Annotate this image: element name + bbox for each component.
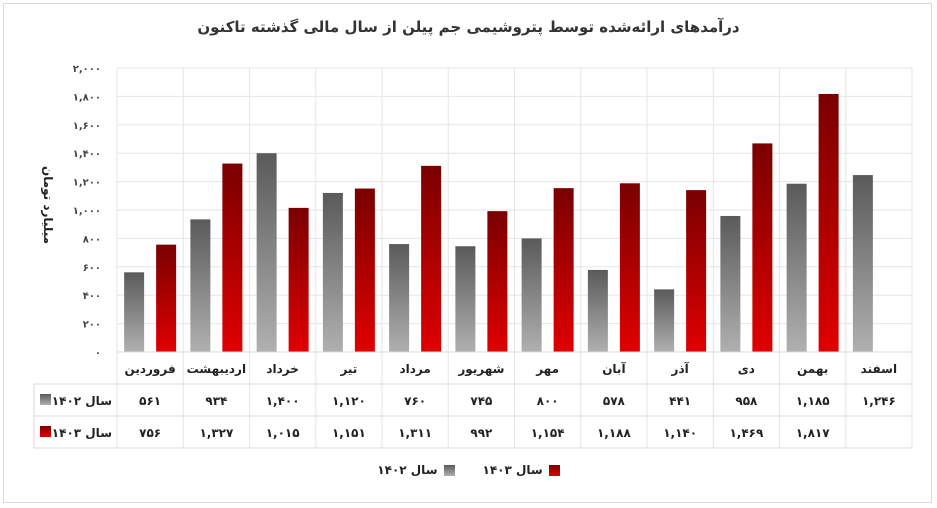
- y-tick-label: ۴۰۰: [83, 291, 101, 302]
- bar-1402: [389, 244, 410, 352]
- x-tick-label: مهر: [535, 362, 559, 376]
- legend-item-1403: سال ۱۴۰۳: [483, 463, 560, 477]
- data-label-1402: ۴۴۱: [669, 394, 691, 408]
- data-label-1403: ۱,۱۵۴: [531, 426, 565, 440]
- x-tick-label: شهریور: [457, 362, 504, 377]
- data-label-1403: ۱,۱۸۸: [597, 426, 632, 440]
- data-label-1403: ۱,۰۱۵: [266, 426, 300, 440]
- y-tick-label: ۱,۰۰۰: [73, 206, 101, 217]
- x-tick-label: بهمن: [797, 362, 828, 376]
- data-label-1403: ۷۵۶: [139, 426, 161, 440]
- data-table: فروردین ۵۶۱ ۷۵۶ اردیبهشت ۹۳۴ ۱,۳۲۷ خرداد ۱,۴۰۰ ۱…: [33, 351, 912, 449]
- x-tick-label: آذر: [671, 361, 690, 376]
- bar-1403: [222, 163, 243, 352]
- x-tick-label: دی: [738, 362, 755, 376]
- data-label-1403: ۹۹۲: [470, 426, 493, 440]
- y-tick-label: ۲,۰۰۰: [73, 64, 101, 75]
- data-label-1402: ۱,۴۰۰: [266, 394, 300, 408]
- data-label-1402: ۸۰۰: [537, 394, 559, 408]
- bar-1402: [322, 192, 343, 352]
- data-label-1402: ۷۴۵: [470, 394, 492, 408]
- data-label-1402: ۵۷۸: [603, 394, 626, 408]
- bar-1402: [190, 219, 211, 352]
- bars: [124, 93, 873, 353]
- x-tick-label: تیر: [339, 362, 357, 376]
- legend-swatch-1402: [443, 464, 455, 476]
- x-tick-label: اسفند: [861, 362, 897, 376]
- y-tick-label: ۶۰۰: [83, 263, 101, 274]
- data-label-1402: ۵۶۱: [139, 394, 161, 408]
- data-label-1402: ۹۵۸: [735, 394, 758, 408]
- y-axis-label: میلیارد تومان: [40, 166, 55, 244]
- y-tick-label: ۰: [95, 348, 101, 359]
- legend-label-1403: سال ۱۴۰۳: [482, 463, 543, 477]
- x-tick-label: مرداد: [399, 362, 430, 376]
- data-label-1403: ۱,۸۱۷: [796, 426, 831, 440]
- data-label-1402: ۱,۱۸۵: [796, 394, 830, 408]
- bar-1403: [421, 165, 442, 352]
- y-tick-label: ۱,۸۰۰: [73, 92, 101, 103]
- y-axis: ۰ ۲۰۰ ۴۰۰ ۶۰۰ ۸۰۰ ۱,۰۰۰ ۱,۲۰۰ ۱,۴۰۰ ۱,۶۰۰ ۱,۸۰۰ ۲,…: [73, 64, 101, 359]
- bar-1402: [521, 238, 542, 352]
- table-series-label-1403: سال ۱۴۰۳: [52, 426, 112, 440]
- legend: سال ۱۴۰۳ سال ۱۴۰۲: [0, 463, 937, 477]
- legend-label-1402: سال ۱۴۰۲: [377, 463, 438, 477]
- x-tick-label: آبان: [602, 361, 626, 376]
- bar-1402: [256, 153, 277, 352]
- x-tick-label: اردیبهشت: [187, 362, 246, 376]
- y-tick-label: ۱,۶۰۰: [73, 121, 101, 132]
- table-swatch-1403: [40, 426, 51, 437]
- bar-1402: [852, 175, 873, 352]
- y-tick-label: ۱,۴۰۰: [73, 149, 101, 160]
- data-label-1402: ۹۳۴: [205, 394, 227, 408]
- bar-1403: [752, 143, 773, 352]
- bar-1403: [156, 244, 177, 352]
- bar-1403: [553, 188, 574, 352]
- data-label-1403: ۱,۴۶۹: [729, 426, 764, 440]
- y-tick-label: ۸۰۰: [83, 234, 101, 245]
- bar-1402: [720, 215, 741, 352]
- grid-lines: [116, 67, 913, 448]
- bar-1403: [619, 183, 640, 352]
- chart-title: درآمدهای ارائه‌شده توسط پتروشیمی جم پیلن…: [197, 18, 740, 36]
- bar-1403: [487, 211, 508, 352]
- data-label-1402: ۱,۱۲۰: [332, 394, 366, 408]
- y-tick-label: ۱,۲۰۰: [73, 178, 101, 189]
- y-tick-label: ۲۰۰: [83, 320, 101, 331]
- data-label-1403: ۱,۳۱۱: [398, 426, 432, 440]
- data-label-1402: ۱,۲۴۶: [862, 394, 896, 408]
- bar-1403: [818, 93, 839, 353]
- bar-1403: [288, 207, 309, 352]
- bar-1403: [686, 190, 707, 352]
- data-label-1402: ۷۶۰: [404, 394, 426, 408]
- bar-1403: [354, 188, 375, 352]
- bar-1402: [587, 269, 608, 352]
- data-label-1403: ۱,۳۲۷: [199, 426, 234, 440]
- table-series-label-1402: سال ۱۴۰۲: [52, 394, 112, 408]
- bar-1402: [124, 272, 145, 352]
- data-label-1403: ۱,۱۵۱: [332, 426, 366, 440]
- legend-item-1402: سال ۱۴۰۲: [377, 463, 455, 477]
- legend-swatch-1403: [548, 464, 560, 476]
- data-label-1403: ۱,۱۴۰: [663, 426, 697, 440]
- table-swatch-1402: [40, 394, 51, 405]
- x-tick-label: فروردین: [125, 362, 176, 377]
- bar-1402: [786, 183, 807, 352]
- x-tick-label: خرداد: [266, 362, 299, 376]
- bar-1402: [455, 246, 476, 352]
- bar-1402: [654, 289, 675, 352]
